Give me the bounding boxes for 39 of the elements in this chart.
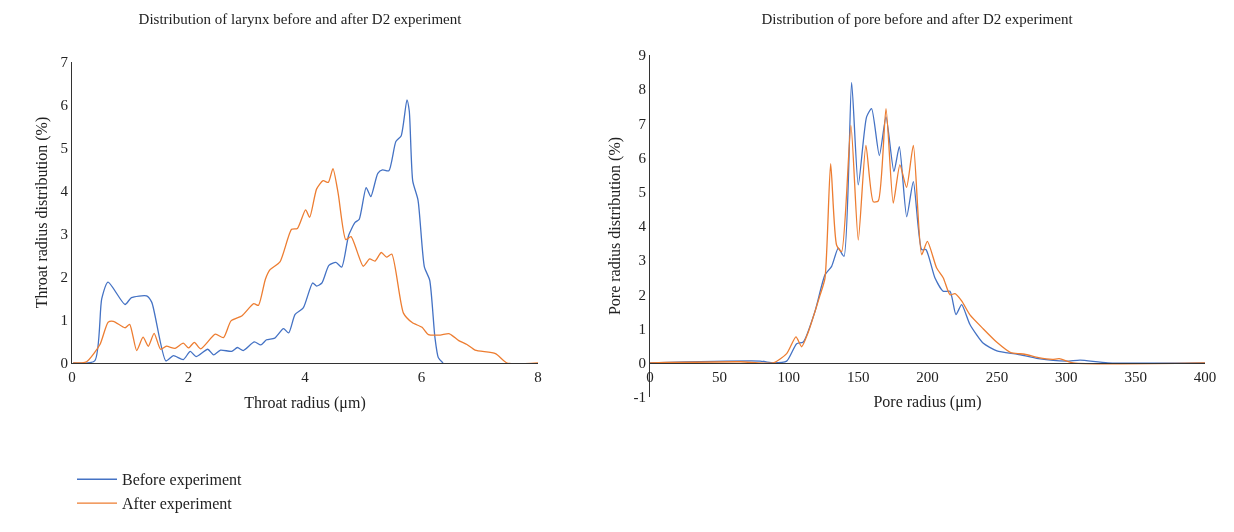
y-tick-label: 2 [60, 269, 68, 286]
y-tick-label: 4 [60, 183, 69, 200]
y-tick-label: 0 [60, 355, 68, 372]
y-tick-label: -1 [633, 389, 646, 406]
y-axis-title: Throat radius distribution (%) [33, 116, 52, 309]
y-tick-label: 6 [60, 97, 69, 114]
x-tick-label: 50 [711, 368, 727, 385]
x-axis-title: Throat radius (μm) [244, 393, 366, 412]
x-tick-label: 300 [1055, 368, 1078, 385]
x-tick-label: 350 [1124, 368, 1147, 385]
x-tick-label: 150 [846, 368, 870, 385]
chart-title: Distribution of larynx before and after D2 experiment [138, 10, 463, 27]
y-tick-label: 5 [638, 184, 646, 201]
y-tick-label: 7 [638, 115, 647, 132]
y-tick-label: 7 [60, 54, 69, 71]
y-tick-label: 8 [638, 81, 646, 98]
x-tick-label: 250 [985, 368, 1009, 385]
x-tick-label: 8 [534, 369, 542, 385]
y-tick-label: 1 [638, 320, 646, 337]
y-tick-label: 5 [60, 140, 68, 157]
y-tick-label: 2 [638, 286, 646, 303]
chart-title: Distribution of pore before and after D2 experiment [761, 10, 1074, 27]
y-tick-label: 1 [60, 312, 68, 329]
y-axis-title: Pore radius distribution (%) [606, 136, 625, 316]
x-tick-label: 2 [184, 369, 193, 385]
x-tick-label: 200 [916, 368, 939, 385]
y-tick-label: 4 [638, 218, 647, 235]
y-tick-label: 6 [638, 149, 647, 166]
x-axis-title: Pore radius (μm) [873, 393, 982, 412]
x-tick-label: 6 [417, 369, 426, 385]
y-tick-label: 3 [638, 252, 646, 269]
x-tick-label: 400 [1193, 368, 1217, 385]
x-tick-label: 100 [777, 368, 800, 385]
x-tick-label: 4 [301, 369, 310, 385]
legend-label: After experiment [122, 495, 233, 514]
y-tick-label: 3 [60, 226, 68, 243]
legend-label: Before experiment [122, 471, 243, 490]
y-tick-label: 0 [638, 355, 646, 372]
y-tick-label: 9 [638, 47, 646, 64]
